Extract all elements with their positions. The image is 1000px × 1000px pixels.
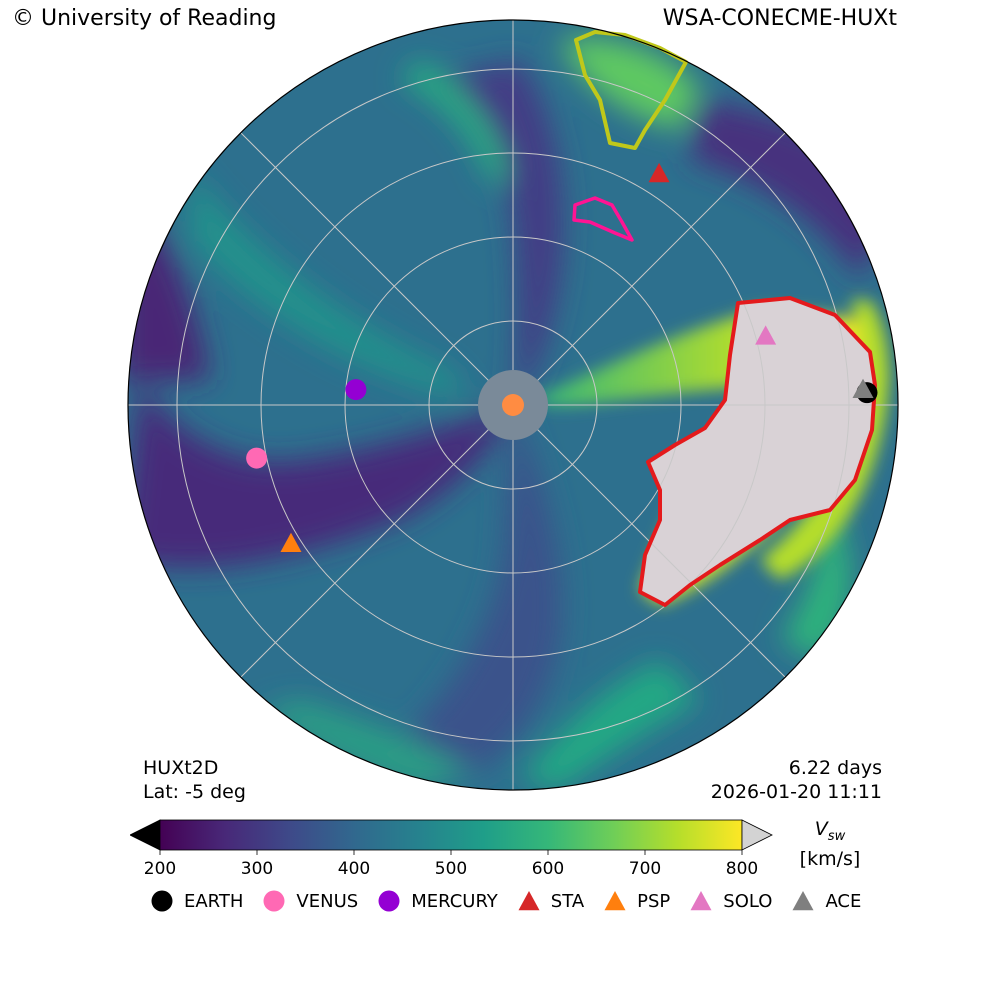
body-marker-ace (852, 378, 874, 398)
legend-marker-sta (518, 890, 540, 911)
legend-marker-venus (263, 890, 285, 912)
colorbar-tick-label: 800 (726, 859, 758, 878)
cme-boundary-red (638, 296, 877, 607)
legend-label: VENUS (296, 890, 359, 912)
colorbar-label: Vsw [km/s] (790, 818, 870, 871)
legend-item-ace: ACE (791, 889, 861, 913)
colorbar-tick-label: 500 (435, 859, 467, 878)
body-markers (246, 162, 878, 553)
cme-boundary-yellow (574, 30, 688, 150)
model-name-label: HUXt2D (143, 757, 219, 779)
body-marker-solo (755, 325, 777, 345)
legend-marker-solo (690, 890, 712, 911)
legend-label: MERCURY (411, 890, 498, 912)
cme-boundary-magenta (572, 196, 634, 242)
polar-plot (127, 19, 899, 791)
colorbar-symbol: V (814, 818, 828, 840)
body-marker-psp (280, 532, 302, 553)
body-marker-venus (246, 447, 268, 469)
legend-marker-mercury (378, 890, 400, 912)
plot-boundary (127, 19, 899, 791)
legend-marker-earth (151, 890, 173, 912)
colorbar: 200 300 400 500 600 700 800 (130, 819, 773, 878)
legend-item-venus: VENUS (262, 889, 358, 913)
info-left: HUXt2D Lat: -5 deg (143, 756, 246, 804)
colorbar-over-extension (741, 819, 773, 851)
legend-item-mercury: MERCURY (377, 889, 498, 913)
legend-item-earth: EARTH (150, 889, 243, 913)
legend-label: STA (550, 890, 585, 912)
latitude-label: Lat: -5 deg (143, 781, 246, 803)
legend-item-sta: STA (517, 889, 584, 913)
legend-label: SOLO (723, 890, 773, 912)
copyright-label: © University of Reading (12, 6, 277, 31)
colorbar-tick-label: 200 (144, 859, 176, 878)
colorbar-units: [km/s] (799, 847, 861, 870)
legend-marker-psp (604, 890, 626, 911)
colorbar-tick-label: 700 (629, 859, 661, 878)
info-right: 6.22 days 2026-01-20 11:11 (711, 756, 882, 804)
elapsed-time-label: 6.22 days (788, 757, 882, 779)
body-marker-mercury (345, 379, 367, 401)
legend-label: EARTH (184, 890, 244, 912)
legend: EARTH VENUS MERCURY STA PSP SOLO ACE (150, 884, 880, 918)
sun-marker (502, 394, 524, 416)
legend-marker-ace (792, 890, 814, 911)
colorbar-tick-label: 600 (532, 859, 564, 878)
colorbar-tick-label: 300 (241, 859, 273, 878)
legend-item-solo: SOLO (689, 889, 772, 913)
legend-label: PSP (637, 890, 671, 912)
colorbar-subscript: sw (827, 828, 846, 844)
colorbar-tick-label: 400 (338, 859, 370, 878)
colorbar-gradient (159, 819, 743, 851)
colorbar-under-extension (130, 819, 161, 851)
datetime-label: 2026-01-20 11:11 (710, 781, 882, 803)
model-title: WSA-CONECME-HUXt (662, 6, 897, 31)
legend-item-psp: PSP (603, 889, 670, 913)
legend-label: ACE (825, 890, 862, 912)
body-marker-sta (648, 162, 670, 183)
